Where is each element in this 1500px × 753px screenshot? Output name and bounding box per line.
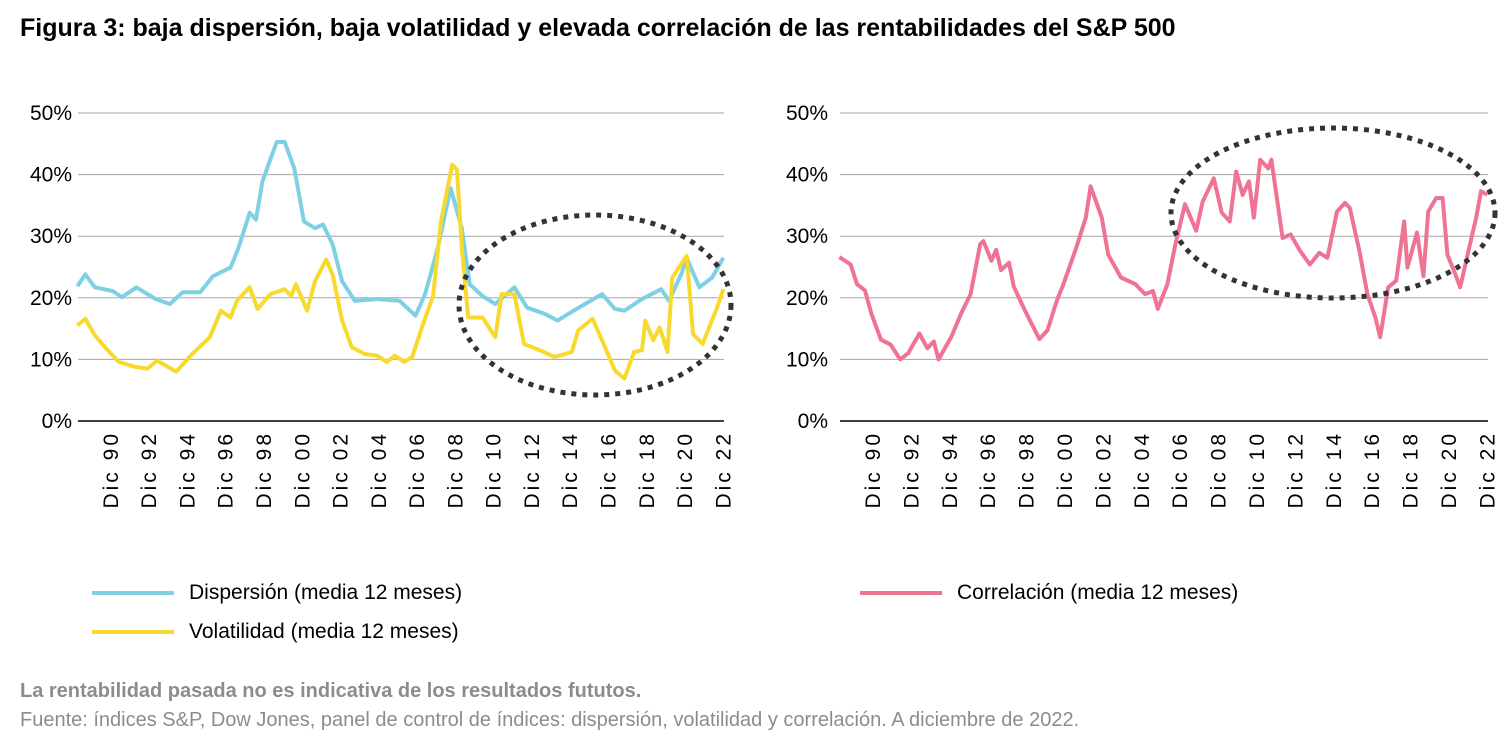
x-tick-label: Dic 14 — [1323, 431, 1346, 509]
y-tick-label: 10% — [30, 348, 72, 371]
x-tick-label: Dic 12 — [1284, 431, 1307, 509]
series-line-dispersion — [75, 140, 726, 323]
legend-label-correlation: Correlación (media 12 meses) — [957, 581, 1239, 604]
x-tick-label: Dic 06 — [1169, 431, 1192, 509]
source-note: Fuente: índices S&P, Dow Jones, panel de… — [20, 709, 1080, 731]
x-tick-label: Dic 90 — [862, 431, 885, 509]
x-tick-label: Dic 18 — [1400, 431, 1423, 509]
figure-title: Figura 3: baja dispersión, baja volatili… — [20, 14, 1176, 42]
x-tick-label: Dic 90 — [100, 431, 123, 509]
x-tick-label: Dic 22 — [712, 431, 735, 509]
x-tick-label: Dic 04 — [1131, 431, 1154, 509]
legend-swatch-volatility — [92, 630, 174, 634]
legend-label-dispersion: Dispersión (media 12 meses) — [189, 581, 463, 604]
x-tick-label: Dic 10 — [1246, 431, 1269, 509]
x-tick-label: Dic 00 — [1054, 431, 1077, 509]
x-tick-label: Dic 98 — [1016, 431, 1039, 509]
y-tick-label: 0% — [42, 410, 72, 433]
series-line-correlation — [838, 157, 1489, 362]
x-tick-label: Dic 94 — [939, 431, 962, 509]
y-tick-label: 50% — [30, 102, 72, 125]
legend-item-correlation: Correlación (media 12 meses) — [860, 581, 1238, 605]
x-tick-label: Dic 94 — [176, 431, 199, 509]
y-tick-label: 30% — [30, 225, 72, 248]
x-tick-label: Dic 98 — [253, 431, 276, 509]
legend-item-dispersion: Dispersión (media 12 meses) — [92, 581, 462, 605]
x-tick-label: Dic 12 — [521, 431, 544, 509]
y-tick-label: 40% — [30, 164, 72, 187]
highlight-ellipse — [1168, 125, 1498, 301]
legend-swatch-dispersion — [92, 591, 174, 595]
x-tick-label: Dic 06 — [406, 431, 429, 509]
x-tick-label: Dic 08 — [1208, 431, 1231, 509]
x-tick-label: Dic 20 — [674, 431, 697, 509]
x-tick-label: Dic 20 — [1438, 431, 1461, 509]
x-tick-label: Dic 92 — [138, 431, 161, 509]
x-tick-label: Dic 96 — [215, 431, 238, 509]
x-tick-label: Dic 22 — [1476, 431, 1499, 509]
highlight-ellipse — [456, 212, 734, 398]
x-tick-label: Dic 16 — [598, 431, 621, 509]
x-tick-label: Dic 08 — [444, 431, 467, 509]
disclaimer-note: La rentabilidad pasada no es indicativa … — [20, 680, 642, 702]
x-tick-label: Dic 02 — [330, 431, 353, 509]
y-tick-label: 50% — [786, 102, 828, 125]
x-tick-label: Dic 04 — [368, 431, 391, 509]
series-line-volatility — [76, 162, 726, 381]
x-tick-label: Dic 02 — [1092, 431, 1115, 509]
x-tick-label: Dic 00 — [291, 431, 314, 509]
x-tick-label: Dic 16 — [1361, 431, 1384, 509]
x-tick-label: Dic 92 — [900, 431, 923, 509]
y-tick-label: 20% — [30, 287, 72, 310]
y-tick-label: 0% — [798, 410, 828, 433]
y-tick-label: 30% — [786, 225, 828, 248]
legend-item-volatility: Volatilidad (media 12 meses) — [92, 620, 459, 644]
legend-swatch-correlation — [860, 591, 942, 595]
x-tick-label: Dic 18 — [636, 431, 659, 509]
x-tick-label: Dic 96 — [977, 431, 1000, 509]
y-tick-label: 20% — [786, 287, 828, 310]
x-tick-label: Dic 10 — [483, 431, 506, 509]
y-tick-label: 40% — [786, 164, 828, 187]
legend-label-volatility: Volatilidad (media 12 meses) — [189, 620, 459, 643]
y-tick-label: 10% — [786, 348, 828, 371]
x-tick-label: Dic 14 — [559, 431, 582, 509]
